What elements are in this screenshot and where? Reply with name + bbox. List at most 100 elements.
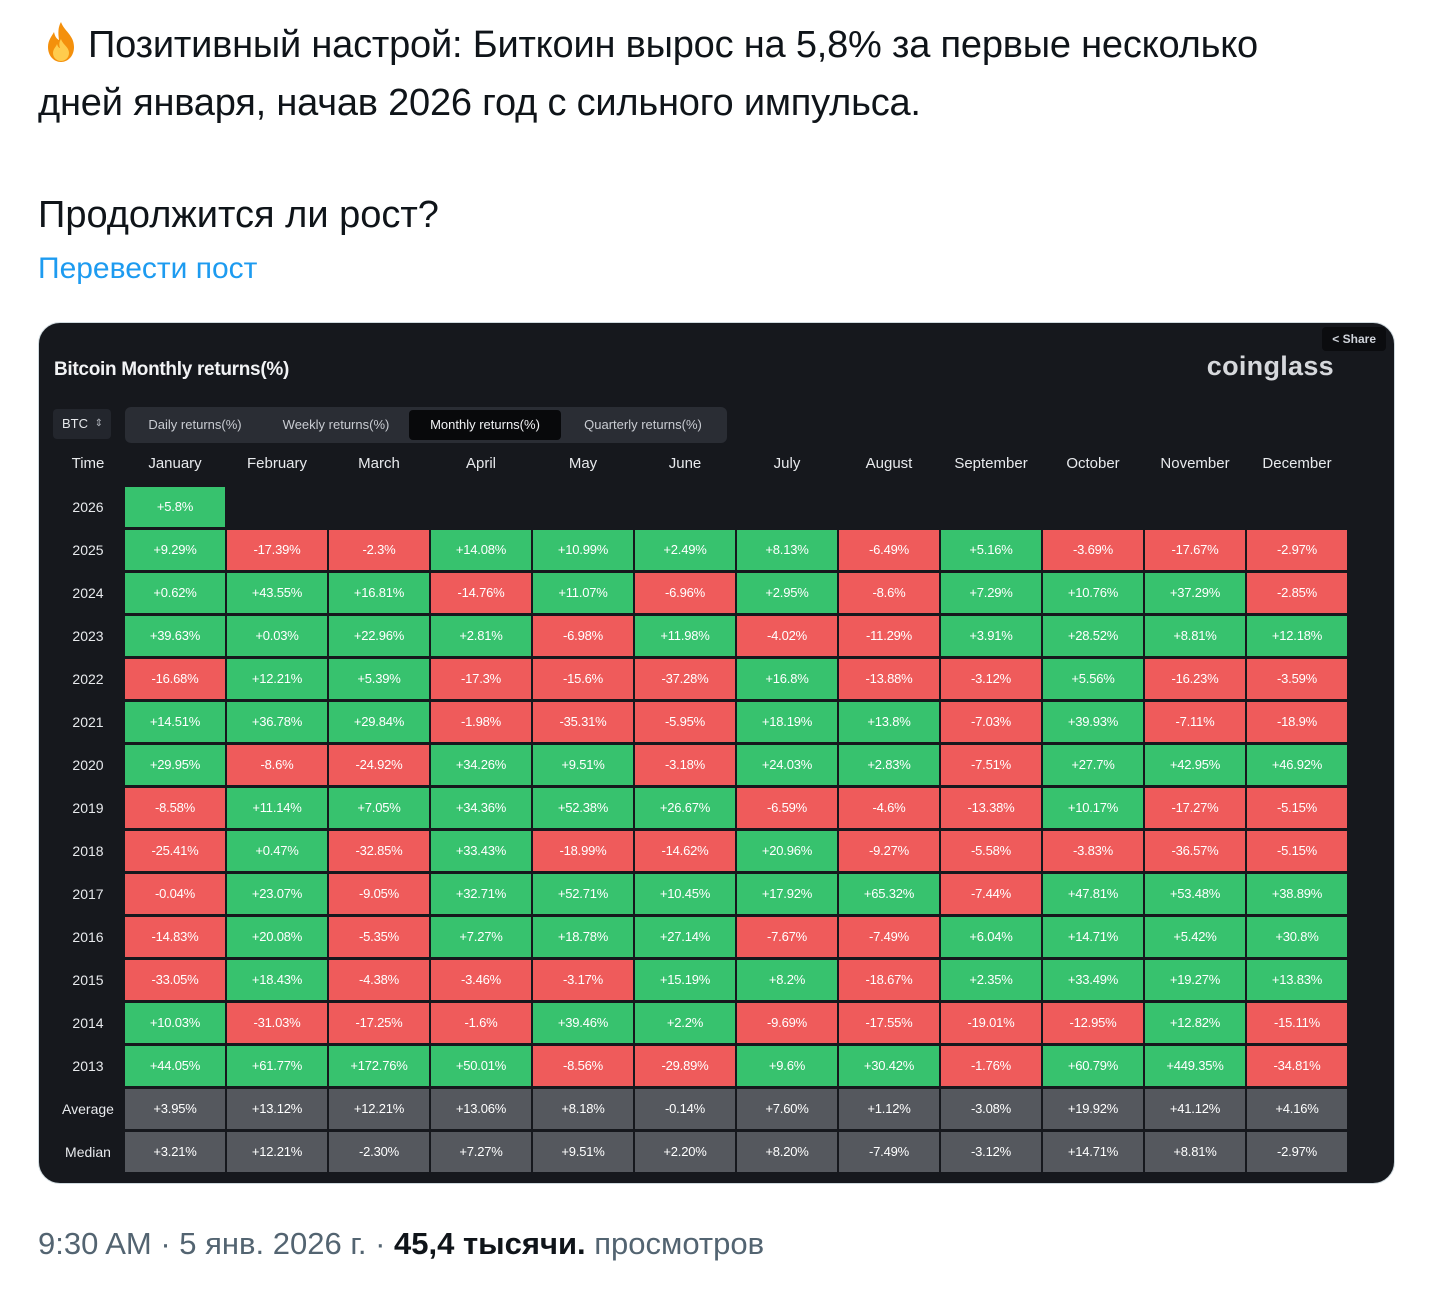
return-cell: +11.14% (227, 788, 327, 828)
return-cell: +8.81% (1145, 616, 1245, 656)
return-cell: +14.08% (431, 530, 531, 570)
chevron-updown-icon: ⇕ (94, 418, 103, 429)
return-cell: -2.85% (1247, 573, 1347, 613)
year-label: 2020 (72, 757, 104, 773)
return-cell: +6.04% (941, 917, 1041, 957)
year-label: 2014 (72, 1015, 104, 1031)
return-cell: +60.79% (1043, 1046, 1143, 1086)
return-cell: -8.56% (533, 1046, 633, 1086)
tab-weekly-returns[interactable]: Weekly returns(%) (282, 417, 390, 432)
return-cell: +20.08% (227, 917, 327, 957)
return-cell: -37.28% (635, 659, 735, 699)
post-footer: 9:30 AM · 5 янв. 2026 г. · 45,4 тысячи. … (38, 1226, 764, 1262)
return-cell: -6.98% (533, 616, 633, 656)
share-button[interactable]: < Share (1322, 327, 1386, 351)
summary-cell: -0.14% (635, 1089, 735, 1129)
return-cell: +27.14% (635, 917, 735, 957)
return-cell: +26.67% (635, 788, 735, 828)
summary-cell: -3.08% (941, 1089, 1041, 1129)
translate-post-link[interactable]: Перевести пост (38, 252, 258, 285)
return-cell: -17.3% (431, 659, 531, 699)
return-cell: -16.23% (1145, 659, 1245, 699)
return-cell: -6.59% (737, 788, 837, 828)
tab-monthly-returns[interactable]: Monthly returns(%) (409, 410, 561, 440)
return-cell: +17.92% (737, 874, 837, 914)
return-cell: +16.8% (737, 659, 837, 699)
post-text: Позитивный настрой: Биткоин вырос на 5,8… (38, 16, 1408, 132)
return-cell: +5.39% (329, 659, 429, 699)
return-cell: +43.55% (227, 573, 327, 613)
return-cell: -24.92% (329, 745, 429, 785)
return-cell: +52.38% (533, 788, 633, 828)
return-cell: +8.2% (737, 960, 837, 1000)
year-label: 2017 (72, 886, 104, 902)
summary-cell: +41.12% (1145, 1089, 1245, 1129)
summary-cell: +3.21% (125, 1132, 225, 1172)
return-cell: -34.81% (1247, 1046, 1347, 1086)
return-cell: -14.62% (635, 831, 735, 871)
return-cell: -5.15% (1247, 788, 1347, 828)
summary-cell: -2.30% (329, 1132, 429, 1172)
return-cell: -2.3% (329, 530, 429, 570)
return-cell: -31.03% (227, 1003, 327, 1043)
share-icon: < (1332, 332, 1340, 346)
return-cell: -15.11% (1247, 1003, 1347, 1043)
return-cell: -6.49% (839, 530, 939, 570)
asset-select[interactable]: BTC ⇕ (53, 409, 111, 439)
column-header: August (865, 455, 913, 472)
summary-cell: +1.12% (839, 1089, 939, 1129)
return-cell: +11.98% (635, 616, 735, 656)
return-cell: +12.18% (1247, 616, 1347, 656)
return-cell: +30.42% (839, 1046, 939, 1086)
summary-cell: +2.20% (635, 1132, 735, 1172)
return-cell: +10.03% (125, 1003, 225, 1043)
column-header: June (668, 455, 702, 472)
return-cell: +39.63% (125, 616, 225, 656)
return-cell: +0.47% (227, 831, 327, 871)
column-header: October (1066, 455, 1120, 472)
return-cell: -9.69% (737, 1003, 837, 1043)
column-header: July (773, 455, 801, 472)
tab-quarterly-returns[interactable]: Quarterly returns(%) (584, 417, 702, 432)
year-label: 2025 (72, 542, 104, 558)
return-cell: +28.52% (1043, 616, 1143, 656)
share-label: Share (1342, 332, 1376, 346)
summary-cell: +14.71% (1043, 1132, 1143, 1172)
return-cell: +13.8% (839, 702, 939, 742)
column-header: March (358, 455, 400, 472)
return-cell: +30.8% (1247, 917, 1347, 957)
column-header: May (568, 455, 598, 472)
return-cell: +9.29% (125, 530, 225, 570)
year-label: 2019 (72, 800, 104, 816)
column-header: February (246, 455, 308, 472)
return-cell: +0.62% (125, 573, 225, 613)
summary-cell: -2.97% (1247, 1132, 1347, 1172)
return-cell: +5.16% (941, 530, 1041, 570)
return-cell: +34.26% (431, 745, 531, 785)
return-cell: +29.84% (329, 702, 429, 742)
return-cell: -3.69% (1043, 530, 1143, 570)
return-cell: +50.01% (431, 1046, 531, 1086)
return-cell: +18.78% (533, 917, 633, 957)
return-cell: +2.2% (635, 1003, 735, 1043)
year-label: 2026 (72, 499, 104, 515)
views-count: 45,4 тысячи. (394, 1226, 586, 1261)
return-cell: +2.81% (431, 616, 531, 656)
return-cell: -17.55% (839, 1003, 939, 1043)
tab-daily-returns[interactable]: Daily returns(%) (148, 417, 242, 432)
return-cell: +9.51% (533, 745, 633, 785)
return-cell: -13.38% (941, 788, 1041, 828)
summary-cell: +8.18% (533, 1089, 633, 1129)
return-cell: -1.98% (431, 702, 531, 742)
return-cell: -18.9% (1247, 702, 1347, 742)
return-cell: -3.18% (635, 745, 735, 785)
column-header: November (1160, 455, 1230, 472)
monthly-returns-table: Time January February March April May June July… (39, 323, 1394, 1183)
summary-cell: +12.21% (227, 1132, 327, 1172)
post-timestamp[interactable]: 9:30 AM · 5 янв. 2026 г. · (38, 1226, 386, 1261)
return-cell: +7.05% (329, 788, 429, 828)
return-cell: -5.15% (1247, 831, 1347, 871)
return-cell: +10.17% (1043, 788, 1143, 828)
return-cell: +10.76% (1043, 573, 1143, 613)
summary-cell: +7.27% (431, 1132, 531, 1172)
